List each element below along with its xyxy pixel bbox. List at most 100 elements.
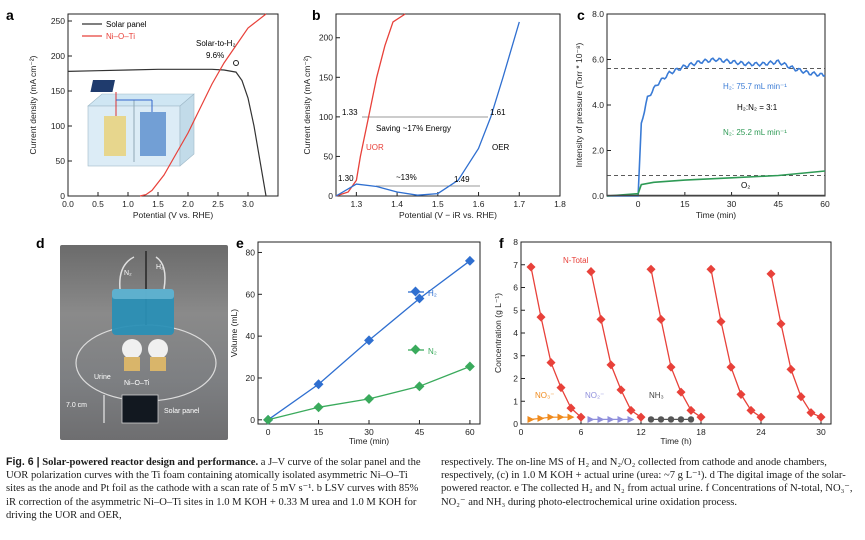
point-n-total — [586, 267, 596, 277]
y-tick-label-c: 0.0 — [592, 191, 604, 201]
point-no3 — [557, 413, 565, 421]
y-tick-label-a: 0 — [60, 191, 65, 201]
panel-label-c: c — [577, 7, 585, 23]
y-axis-label-c: Intensity of pressure (Torr * 10⁻⁸) — [575, 42, 584, 167]
x-ticks-c: 0 15 30 45 60 — [636, 192, 830, 209]
annotation-solar-to-h2: Solar-to-H₂ — [196, 39, 236, 48]
y-tick-label-e: 80 — [246, 247, 256, 257]
x-tick-label-b: 1.3 — [350, 199, 362, 209]
y-ticks-b: 0 50 100 150 200 — [319, 33, 340, 201]
photo-label-scale: 7.0 cm — [66, 402, 87, 409]
x-tick-label-a: 2.5 — [212, 199, 224, 209]
panel-label-d: d — [36, 235, 45, 251]
y-tick-label-a: 100 — [51, 121, 65, 131]
photo-label-solar: Solar panel — [164, 408, 200, 415]
point-no2 — [617, 415, 625, 423]
plot-frame-f — [520, 241, 832, 425]
panel-b: b 0 50 100 150 200 1.3 1.4 1.5 1.6 1.7 1.8 Curren… — [302, 7, 566, 220]
y-tick-label-e: 40 — [246, 331, 256, 341]
line-n-total — [710, 269, 762, 418]
curve-uor — [335, 13, 406, 197]
y-tick-label-f: 5 — [513, 305, 518, 315]
point-n-total — [636, 412, 646, 422]
x-ticks-a: 0.0 0.5 1.0 1.5 2.0 2.5 3.0 — [62, 192, 254, 209]
y-axis-label-a: Current density (mA cm⁻²) — [28, 55, 38, 154]
photo-label-n2: N₂ — [124, 270, 132, 277]
curve-solar-panel — [67, 68, 267, 197]
point-n-total — [706, 264, 716, 274]
plot-frame-a — [67, 13, 279, 197]
reactor-inset-illustration — [87, 80, 195, 167]
point-n-total — [736, 389, 746, 399]
y-tick-label-e: 60 — [246, 289, 256, 299]
panel-label-b: b — [312, 7, 321, 23]
point-n-total — [716, 317, 726, 327]
curve-n2 — [606, 170, 826, 197]
x-tick-label-f: 12 — [636, 427, 646, 437]
x-axis-label-b: Potential (V − iR vs. RHE) — [399, 210, 497, 220]
panel-e: e 0 20 40 60 80 0 15 30 45 60 Volume (mL) Time (… — [230, 235, 481, 446]
x-ticks-b: 1.3 1.4 1.5 1.6 1.7 1.8 — [350, 192, 566, 209]
y-tick-label-b: 100 — [319, 112, 333, 122]
x-tick-label-a: 3.0 — [242, 199, 254, 209]
panel-label-e: e — [236, 235, 244, 251]
label-ratio: H₂:N₂ = 3:1 — [737, 103, 778, 112]
y-tick-label-f: 1 — [513, 396, 518, 406]
point-n-total — [696, 412, 706, 422]
caption-left-column: Fig. 6 | Solar-powered reactor design an… — [6, 456, 424, 522]
point-n-total — [646, 264, 656, 274]
x-ticks-f: 0 6 12 18 24 30 — [519, 420, 826, 437]
y-tick-label-a: 200 — [51, 51, 65, 61]
point-no2 — [607, 415, 615, 423]
plot-frame-b — [335, 13, 561, 197]
x-tick-label-f: 24 — [756, 427, 766, 437]
label-1-61: 1.61 — [490, 108, 506, 117]
label-uor: UOR — [366, 143, 384, 152]
point-n2 — [313, 402, 324, 413]
point-h2 — [313, 379, 324, 390]
y-tick-label-c: 8.0 — [592, 9, 604, 19]
y-tick-label-f: 4 — [513, 328, 518, 338]
label-n2-rate: N₂: 25.2 mL min⁻¹ — [723, 128, 787, 137]
point-n-total — [616, 385, 626, 395]
caption-right-column: respectively. The on-line MS of H₂ and N… — [441, 456, 859, 509]
y-tick-label-f: 0 — [513, 419, 518, 429]
caption-fig-number: Fig. 6 | — [6, 456, 40, 468]
panel-label-f: f — [499, 235, 504, 251]
label-h2-rate: H₂: 75.7 mL min⁻¹ — [723, 82, 787, 91]
legend-label-solar: Solar panel — [106, 20, 147, 29]
point-nh3 — [687, 416, 695, 423]
x-tick-label-f: 30 — [816, 427, 826, 437]
panel-label-a: a — [6, 7, 14, 23]
point-n-total — [726, 362, 736, 372]
point-n-total — [766, 269, 776, 279]
y-tick-label-a: 150 — [51, 86, 65, 96]
x-tick-label-b: 1.4 — [391, 199, 403, 209]
point-n-total — [786, 364, 796, 374]
point-n-total — [816, 412, 826, 422]
photo-label-nioti: Ni–O–Ti — [124, 380, 150, 387]
point-n2 — [414, 381, 425, 392]
bottle-left — [124, 357, 140, 371]
y-tick-label-f: 6 — [513, 283, 518, 293]
reactor-photo: N₂ H₂ Urine Ni–O–Ti 7.0 cm Solar panel — [60, 245, 228, 440]
gas-bag-right — [148, 339, 168, 359]
point-nh3 — [657, 416, 665, 423]
point-no3 — [547, 413, 555, 421]
label-13-percent: ~13% — [396, 173, 417, 182]
figure-caption: Fig. 6 | Solar-powered reactor design an… — [6, 456, 861, 538]
point-n-total — [626, 405, 636, 415]
point-no2 — [627, 415, 635, 423]
bottle-right — [150, 357, 166, 371]
x-tick-label-b: 1.6 — [473, 199, 485, 209]
point-no2 — [597, 415, 605, 423]
annotation-efficiency: 9.6% — [206, 51, 224, 60]
y-ticks-f: 0 1 2 3 4 5 6 7 8 — [513, 237, 525, 429]
y-tick-label-a: 50 — [56, 156, 66, 166]
x-tick-label-e: 0 — [266, 427, 271, 437]
panel-d: d — [0, 232, 240, 454]
x-tick-label-f: 18 — [696, 427, 706, 437]
point-n-total — [656, 314, 666, 324]
